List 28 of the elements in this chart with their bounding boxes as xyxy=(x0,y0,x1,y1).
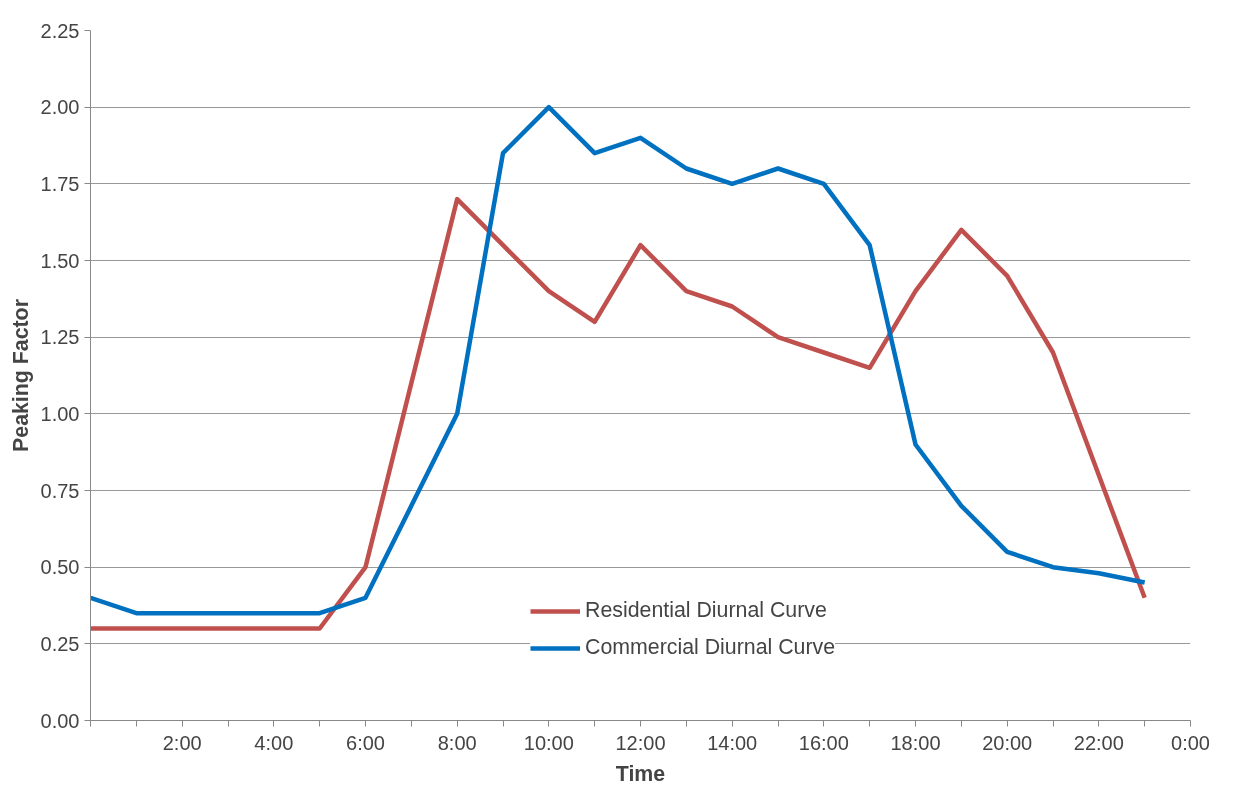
x-tick-label: 18:00 xyxy=(890,731,941,754)
y-tick-label: 0.75 xyxy=(40,479,80,502)
x-axis-title: Time xyxy=(615,761,666,786)
x-tick-label: 12:00 xyxy=(615,731,666,754)
legend-label: Residential Diurnal Curve xyxy=(585,598,827,623)
x-tick-label: 14:00 xyxy=(707,731,758,754)
x-tick-label: 20:00 xyxy=(982,731,1033,754)
y-tick-label: 1.75 xyxy=(40,172,80,195)
x-tick-label: 8:00 xyxy=(437,731,477,754)
y-tick-label: 1.25 xyxy=(40,326,80,349)
y-tick-label: 0.25 xyxy=(40,632,80,655)
x-tick-label: 22:00 xyxy=(1073,731,1124,754)
y-tick-label: 1.50 xyxy=(40,249,80,272)
line-series xyxy=(90,196,1147,631)
y-tick-label: 0.50 xyxy=(40,556,80,579)
legend-label: Commercial Diurnal Curve xyxy=(585,635,836,660)
x-tick-label: 4:00 xyxy=(254,731,294,754)
y-axis-title: Peaking Factor xyxy=(8,299,33,452)
y-tick-label: 2.00 xyxy=(40,96,80,119)
y-tick-label: 2.25 xyxy=(40,19,80,42)
line-series xyxy=(90,104,1147,616)
x-tick-label: 2:00 xyxy=(162,731,202,754)
y-tick-label: 0.00 xyxy=(40,709,80,732)
x-tick-label: 6:00 xyxy=(346,731,385,754)
x-tick-label: 10:00 xyxy=(523,731,574,754)
y-tick-label: 1.00 xyxy=(40,402,80,425)
x-tick-label: 16:00 xyxy=(798,731,849,754)
x-tick-label: 0:00 xyxy=(1171,731,1210,754)
